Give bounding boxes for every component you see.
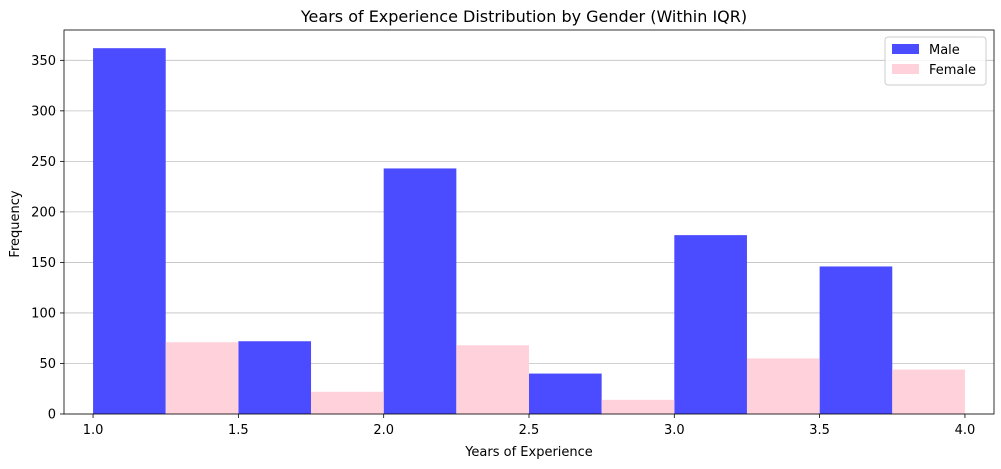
plot-frame	[63, 29, 995, 415]
x-axis-label: Years of Experience	[464, 445, 593, 460]
axes: 0 50 100 150 200 250 300 350 1.0 1.5 2.0 2.5 3.0 3.5 4…	[31, 29, 995, 438]
legend-label-male: Male	[929, 43, 960, 58]
bar-male	[674, 235, 747, 414]
bars	[93, 48, 965, 414]
y-tick-label: 200	[31, 205, 56, 220]
bar-male	[238, 341, 312, 414]
x-tick-label: 1.5	[228, 423, 249, 438]
y-tick-label: 300	[31, 104, 56, 119]
y-axis-label: Frequency	[8, 190, 23, 257]
bar-male	[819, 266, 893, 414]
x-tick-label: 4.0	[955, 423, 976, 438]
legend-swatch-female	[892, 64, 919, 74]
bar-female	[456, 345, 529, 414]
x-tick-label: 1.0	[83, 423, 104, 438]
bar-female	[165, 342, 239, 414]
legend-label-female: Female	[929, 63, 976, 78]
y-tick-label: 250	[31, 155, 56, 170]
bar-female	[892, 369, 965, 414]
x-tick-label: 2.5	[519, 423, 540, 438]
y-tick-label: 100	[31, 306, 56, 321]
legend-swatch-male	[892, 44, 919, 54]
chart-title: Years of Experience Distribution by Gend…	[300, 7, 747, 26]
x-tick-label: 3.5	[809, 423, 830, 438]
bar-male	[529, 373, 602, 414]
bar-female	[311, 391, 384, 414]
x-tick-label: 3.0	[664, 423, 685, 438]
x-tick-label: 2.0	[373, 423, 394, 438]
bar-male	[93, 48, 166, 414]
bar-female	[746, 358, 820, 414]
y-tick-label: 150	[31, 256, 56, 271]
bar-female	[601, 399, 675, 414]
legend: Male Female	[884, 36, 987, 86]
bar-male	[383, 168, 457, 414]
y-tick-label: 50	[39, 357, 56, 372]
y-tick-label: 0	[48, 408, 56, 423]
y-tick-label: 350	[31, 54, 56, 69]
